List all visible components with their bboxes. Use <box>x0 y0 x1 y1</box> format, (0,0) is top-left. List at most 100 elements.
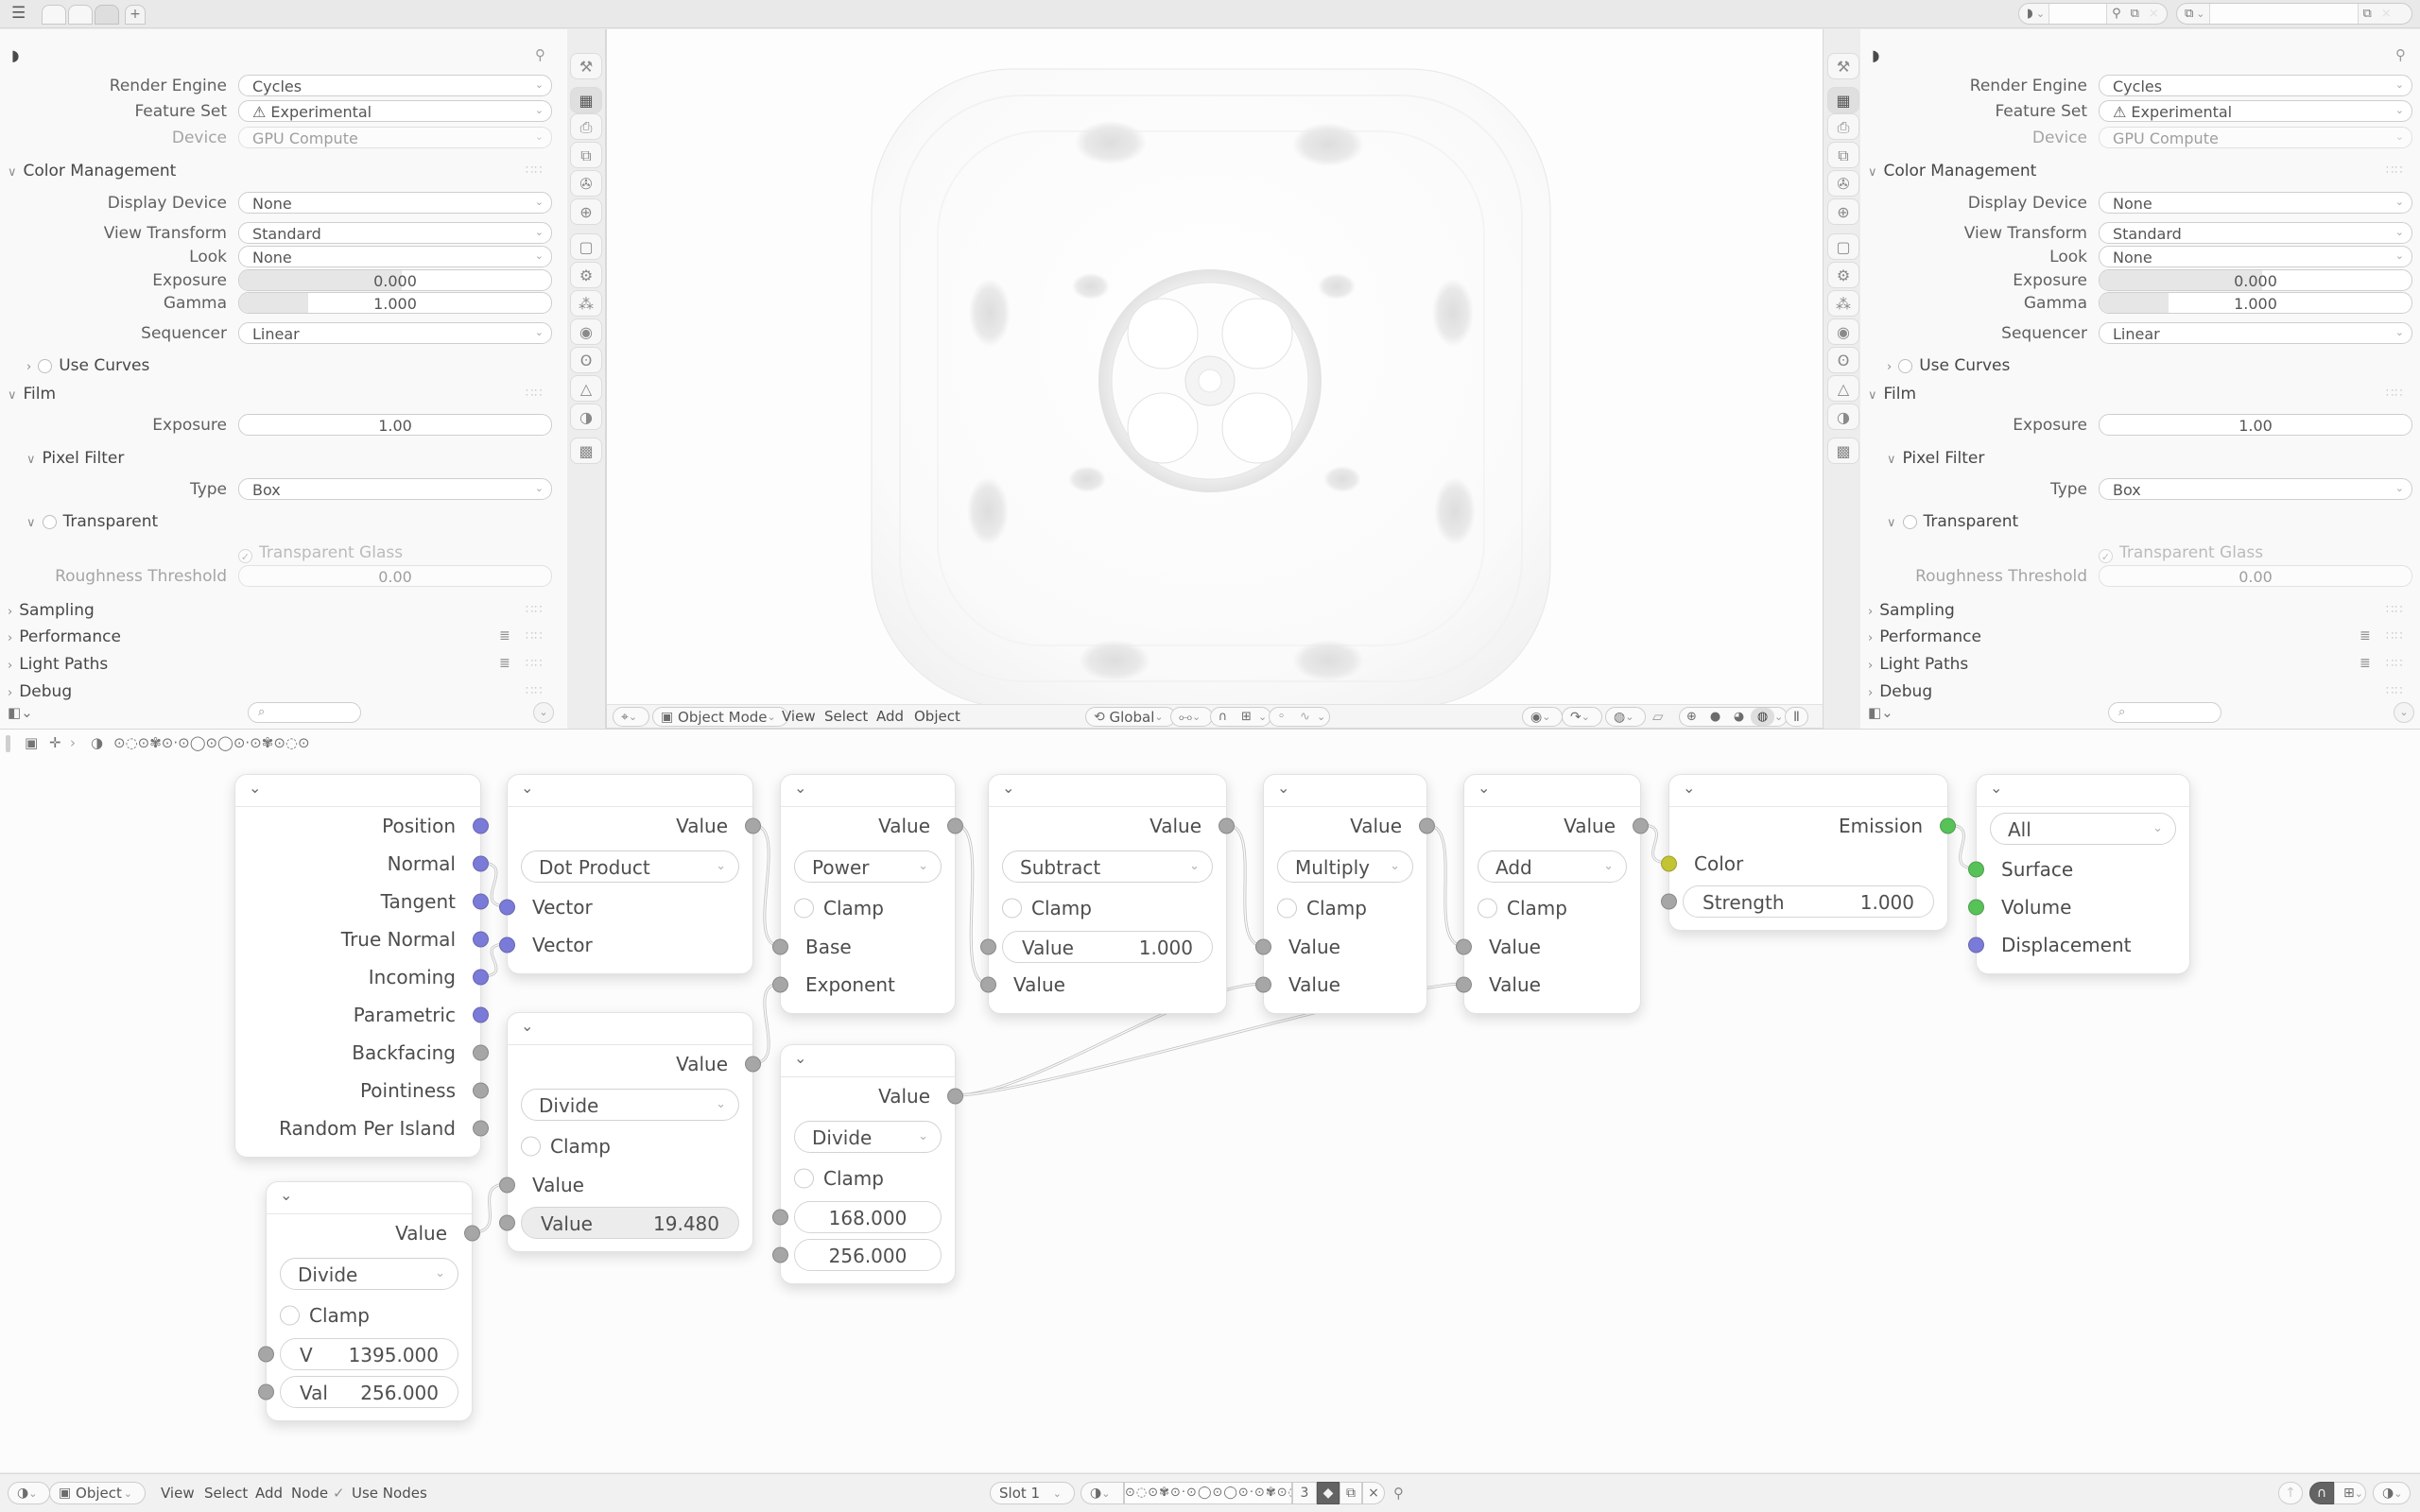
copy-icon[interactable]: ⧉ <box>2362 7 2372 21</box>
viewport-3d[interactable] <box>606 29 1824 709</box>
output-socket-vector[interactable] <box>473 931 489 948</box>
left-properties-section-use-curves[interactable]: › Use Curves <box>26 356 149 375</box>
left-properties-row-render-engine-dropdown[interactable]: Cycles ⌄ <box>238 75 552 96</box>
collapse-chevron-icon[interactable]: ⌄ <box>1002 779 1015 797</box>
vector-math-dot-product-node[interactable]: ⌄ Value Dot Product ⌄ Vector Vector <box>499 774 761 974</box>
right-properties-row-display-device-dropdown[interactable]: None ⌄ <box>2099 192 2412 214</box>
search-input[interactable]: ⌕ <box>2108 702 2221 723</box>
checkbox-circle[interactable] <box>1898 359 1913 373</box>
output-socket-value[interactable] <box>473 1120 489 1137</box>
right-properties-section-sampling[interactable]: › Sampling <box>1868 601 1955 620</box>
view-layer-selector[interactable]: ⧉ ⌄ ⧉ × <box>2176 3 2412 25</box>
right-properties-row-roughness-threshold-slider[interactable]: 0.00 <box>2099 565 2412 587</box>
xray-toggle-icon[interactable]: ▱ <box>1652 708 1664 725</box>
users-count-button[interactable]: 3 <box>1292 1482 1317 1504</box>
input-socket-value[interactable] <box>258 1346 274 1363</box>
left-properties-row-view-transform-dropdown[interactable]: Standard ⌄ <box>238 222 552 244</box>
collapse-chevron-icon[interactable]: ⌄ <box>521 779 534 797</box>
input-socket-value[interactable] <box>499 1214 515 1231</box>
value-field[interactable]: Strength 1.000 <box>1683 885 1934 918</box>
value-field[interactable]: Value 19.480 <box>521 1207 739 1239</box>
operation-dropdown[interactable]: Divide ⌄ <box>794 1121 942 1153</box>
checkbox-circle[interactable] <box>38 359 53 373</box>
operation-dropdown[interactable]: Add ⌄ <box>1478 850 1627 883</box>
scene-selector[interactable]: ◗ ⌄ ⚲ ⧉ × <box>2018 3 2168 25</box>
snap-pivot-dropdown[interactable]: ⧟ ⌄ <box>1170 707 1214 727</box>
right-properties-row-transparent-glass-checkbox[interactable]: ✓ Transparent Glass <box>2099 543 2263 563</box>
right-properties-row-feature-set-dropdown[interactable]: ⚠ Experimental ⌄ <box>2099 100 2412 122</box>
value-field[interactable]: V 1395.000 <box>280 1338 458 1370</box>
material-browse-button[interactable]: ◑ ⌄ <box>1080 1482 1124 1504</box>
right-properties-row-view-transform-dropdown[interactable]: Standard ⌄ <box>2099 222 2412 244</box>
right-properties-section-debug[interactable]: › Debug <box>1868 682 1932 701</box>
node-header[interactable]: ⌄ <box>267 1182 472 1214</box>
clamp-checkbox[interactable] <box>280 1305 300 1326</box>
operation-dropdown[interactable]: Divide ⌄ <box>521 1089 739 1121</box>
operation-dropdown[interactable]: Dot Product ⌄ <box>521 850 739 883</box>
right-properties-row-exposure-slider[interactable]: 1.00 <box>2099 414 2412 436</box>
left-properties-tab-tool[interactable]: ⚒ <box>570 53 602 79</box>
search-input[interactable]: ⌕ <box>248 702 361 723</box>
math-add-node[interactable]: ⌄ Value Add ⌄ Clamp Value Value <box>1456 774 1649 1014</box>
magnet-icon[interactable]: ∩ <box>1218 710 1228 724</box>
collapse-chevron-icon[interactable]: ⌄ <box>249 779 262 797</box>
math-divide-node[interactable]: ⌄ Value Divide ⌄ Clamp Value Value 19.480 <box>499 1012 761 1252</box>
right-properties-tab-modifiers[interactable]: ⚙ <box>1827 262 1859 288</box>
node-header[interactable]: ⌄ <box>1977 775 2189 807</box>
right-properties-row-render-engine-dropdown[interactable]: Cycles ⌄ <box>2099 75 2412 96</box>
right-properties-section-light-paths[interactable]: › Light Paths <box>1868 655 1968 674</box>
right-properties-tab-world[interactable]: ⊕ <box>1827 198 1859 225</box>
left-properties-tab-object[interactable]: ▢ <box>570 233 602 260</box>
clamp-checkbox[interactable] <box>794 898 814 919</box>
collapse-chevron-icon[interactable]: ⌄ <box>1478 779 1491 797</box>
scene-name-field[interactable] <box>2048 4 2108 24</box>
clamp-checkbox[interactable] <box>794 1168 814 1189</box>
collapse-chevron-icon[interactable]: ⌄ <box>794 1049 807 1067</box>
list-icon[interactable]: ≣ <box>2360 656 2371 671</box>
right-properties-tab-render[interactable]: ▦ <box>1827 87 1859 113</box>
node-header[interactable]: ⌄ <box>1264 775 1426 807</box>
right-properties-tab-view-layer[interactable]: ⧉ <box>1827 142 1859 168</box>
operation-dropdown[interactable]: Subtract ⌄ <box>1002 850 1213 883</box>
material-slot-dropdown[interactable]: Slot 1 ⌄ <box>990 1482 1075 1504</box>
visibility-dropdown[interactable]: ◉ ⌄ <box>1522 707 1564 727</box>
math-multiply-node[interactable]: ⌄ Value Multiply ⌄ Clamp Value Value <box>1255 774 1435 1014</box>
value-field[interactable]: 256.000 <box>794 1239 942 1271</box>
workspace-tab-2[interactable] <box>68 5 93 25</box>
operation-dropdown[interactable]: Multiply ⌄ <box>1277 850 1413 883</box>
checkbox-circle[interactable] <box>42 515 57 529</box>
node-header[interactable]: ⌄ <box>508 1013 752 1045</box>
left-properties-row-device-dropdown[interactable]: GPU Compute ⌄ <box>238 127 552 148</box>
left-properties-row-sequencer-dropdown[interactable]: Linear ⌄ <box>238 322 552 344</box>
right-properties-tab-particles[interactable]: ⁂ <box>1827 290 1859 317</box>
checkbox-circle[interactable] <box>1902 515 1917 529</box>
output-socket-value[interactable] <box>947 817 963 834</box>
node-header[interactable]: ⌄ <box>781 1045 955 1077</box>
input-socket-value[interactable] <box>980 976 996 993</box>
output-socket-value[interactable] <box>1419 817 1435 834</box>
output-socket-vector[interactable] <box>473 1006 489 1023</box>
right-properties-row-device-dropdown[interactable]: GPU Compute ⌄ <box>2099 127 2412 148</box>
drag-handle[interactable] <box>6 735 10 752</box>
collapse-button[interactable]: ⌄ <box>533 702 554 723</box>
pin-icon[interactable]: ⚲ <box>2112 7 2121 21</box>
output-socket-value[interactable] <box>745 1056 761 1073</box>
right-properties-section-pixel-filter[interactable]: ∨ Pixel Filter <box>1887 449 1984 468</box>
left-properties-section-performance[interactable]: › Performance <box>8 627 121 646</box>
input-socket-color[interactable] <box>1661 855 1677 872</box>
left-properties-section-sampling[interactable]: › Sampling <box>8 601 95 620</box>
math-divide-node[interactable]: ⌄ Value Divide ⌄ Clamp 168.000 256.000 <box>772 1044 963 1284</box>
left-properties-row-exposure-slider[interactable]: 1.00 <box>238 414 552 436</box>
shading-rendered-icon[interactable]: ◍ <box>1751 708 1774 726</box>
left-properties-section-pixel-filter[interactable]: ∨ Pixel Filter <box>26 449 124 468</box>
collapse-button[interactable]: ⌄ <box>2394 702 2414 723</box>
value-field[interactable]: 168.000 <box>794 1201 942 1233</box>
math-subtract-node[interactable]: ⌄ Value Subtract ⌄ Clamp Value 1.000 Value <box>980 774 1235 1014</box>
orientation-dropdown[interactable]: ⟲ Global ⌄ <box>1085 707 1176 727</box>
input-socket-value[interactable] <box>772 976 788 993</box>
clamp-checkbox[interactable] <box>1478 898 1497 919</box>
right-properties-row-type-dropdown[interactable]: Box ⌄ <box>2099 478 2412 500</box>
output-socket-vector[interactable] <box>473 855 489 872</box>
editor-type-button[interactable]: ⌖ ⌄ <box>613 707 650 727</box>
output-socket-vector[interactable] <box>473 893 489 910</box>
